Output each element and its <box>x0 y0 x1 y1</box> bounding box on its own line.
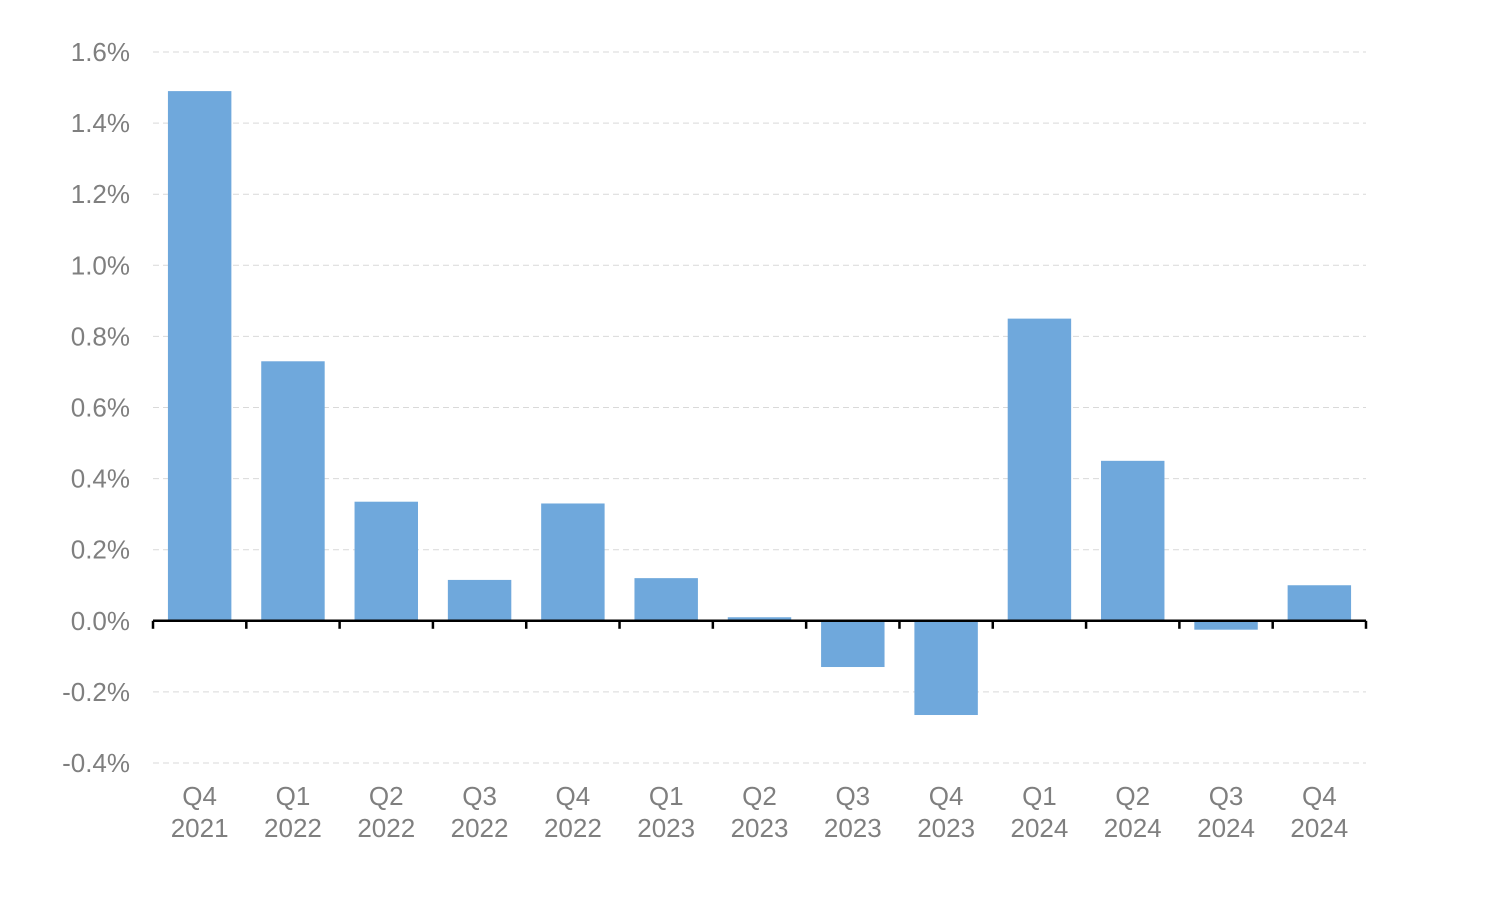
x-tick-quarter: Q4 <box>182 781 217 811</box>
x-tick-year: 2023 <box>824 813 882 843</box>
x-tick-label: Q2 2022 <box>357 781 415 843</box>
x-tick-label: Q3 2023 <box>824 781 882 843</box>
x-tick-quarter: Q2 <box>1115 781 1150 811</box>
x-tick-quarter: Q4 <box>929 781 964 811</box>
y-tick-label: -0.2% <box>62 677 130 707</box>
x-tick-quarter: Q2 <box>742 781 777 811</box>
x-axis <box>151 619 1368 629</box>
bar <box>634 578 698 621</box>
bar <box>354 501 418 621</box>
x-tick-year: 2022 <box>357 813 415 843</box>
x-tick-year: 2024 <box>1197 813 1255 843</box>
x-tick-year: 2023 <box>917 813 975 843</box>
bar <box>447 579 512 621</box>
x-tick-label: Q4 2024 <box>1290 781 1348 843</box>
x-tick-label: Q3 2022 <box>451 781 509 843</box>
x-tick-quarter: Q4 <box>1302 781 1337 811</box>
x-tick-label: Q1 2024 <box>1011 781 1069 843</box>
y-tick-label: 1.6% <box>71 37 130 67</box>
y-tick-label: 0.8% <box>71 321 130 351</box>
x-tick-year: 2024 <box>1011 813 1069 843</box>
bar <box>914 620 978 716</box>
bar <box>167 91 232 621</box>
x-tick-label: Q2 2023 <box>731 781 789 843</box>
x-tick-label: Q1 2022 <box>264 781 322 843</box>
x-tick-quarter: Q4 <box>556 781 591 811</box>
bar <box>1287 585 1352 621</box>
y-tick-label: 0.6% <box>71 393 130 423</box>
x-tick-label: Q3 2024 <box>1197 781 1255 843</box>
y-tick-label: 0.4% <box>71 464 130 494</box>
bars <box>167 91 1352 716</box>
x-tick-year: 2022 <box>264 813 322 843</box>
x-tick-label: Q1 2023 <box>637 781 695 843</box>
x-tick-year: 2024 <box>1290 813 1348 843</box>
y-axis-tick-labels: -0.4% -0.2% 0.0% 0.2% 0.4% 0.6% 0.8% 1.0% 1.2% 1.… <box>62 37 130 778</box>
y-tick-label: -0.4% <box>62 748 130 778</box>
x-tick-year: 2022 <box>544 813 602 843</box>
x-tick-year: 2023 <box>731 813 789 843</box>
y-tick-label: 1.2% <box>71 179 130 209</box>
x-tick-quarter: Q3 <box>1209 781 1244 811</box>
bar <box>1194 620 1258 630</box>
bar <box>1007 318 1072 621</box>
x-tick-quarter: Q3 <box>835 781 870 811</box>
x-tick-year: 2021 <box>171 813 229 843</box>
x-tick-quarter: Q2 <box>369 781 404 811</box>
x-tick-label: Q4 2023 <box>917 781 975 843</box>
x-tick-quarter: Q1 <box>276 781 311 811</box>
x-tick-label: Q2 2024 <box>1104 781 1162 843</box>
y-tick-label: 1.4% <box>71 108 130 138</box>
bar <box>727 617 792 621</box>
x-tick-quarter: Q3 <box>462 781 497 811</box>
y-tick-label: 0.0% <box>71 606 130 636</box>
gridlines <box>153 51 1366 764</box>
x-tick-label: Q4 2021 <box>171 781 229 843</box>
x-tick-year: 2023 <box>637 813 695 843</box>
y-tick-label: 0.2% <box>71 535 130 565</box>
bar <box>261 361 325 621</box>
bar <box>821 620 885 668</box>
bar <box>1101 460 1165 621</box>
y-tick-label: 1.0% <box>71 250 130 280</box>
x-tick-quarter: Q1 <box>649 781 684 811</box>
x-tick-year: 2022 <box>451 813 509 843</box>
x-tick-year: 2024 <box>1104 813 1162 843</box>
bar <box>541 503 605 621</box>
x-tick-label: Q4 2022 <box>544 781 602 843</box>
x-tick-quarter: Q1 <box>1022 781 1057 811</box>
